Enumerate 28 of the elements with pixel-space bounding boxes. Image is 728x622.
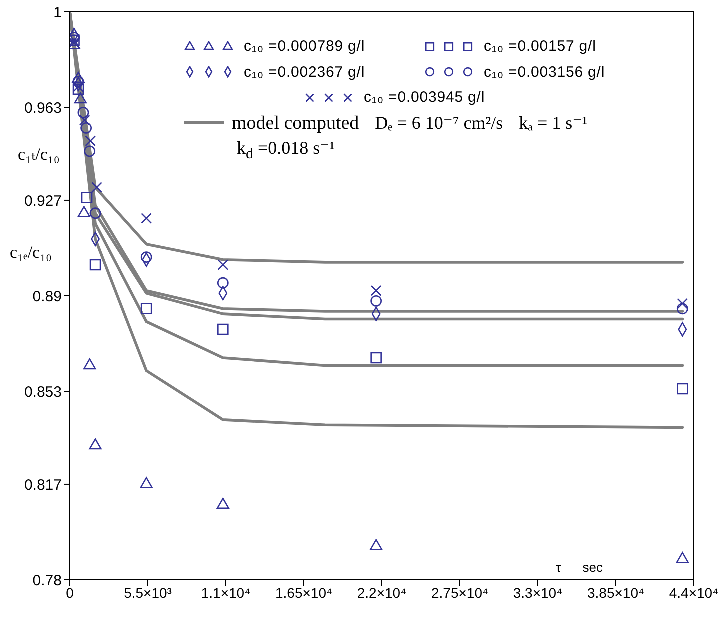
x-axis-title: τ sec: [556, 560, 604, 575]
y-tick-label: 0.853: [24, 384, 62, 401]
y-tick-label: 1: [54, 4, 62, 22]
legend-label: c₁₀ =0.002367 g/l: [244, 62, 366, 82]
annotation: k$_{d}$ =0.018 s⁻¹: [237, 138, 336, 163]
y-tick-label: 0.927: [24, 192, 62, 210]
x-tick-label: 4.4×10⁴: [669, 584, 719, 601]
y-tick-label: 0.963: [24, 100, 62, 117]
legend-label: c₁₀ =0.00157 g/l: [484, 37, 596, 57]
x-tick-label: 1.1×10⁴: [201, 584, 251, 601]
annotation: kₐ = 1 s⁻¹: [519, 112, 588, 134]
x-tick-label: 2.2×10⁴: [357, 584, 407, 601]
x-tick-label: 0: [66, 584, 74, 601]
legend-label: model computed: [232, 112, 360, 136]
y-tick-label: 0.78: [32, 572, 62, 590]
y-axis-title: c₁ₜ/c₁₀: [18, 144, 60, 166]
x-tick-label: 3.3×10⁴: [513, 584, 563, 601]
x-tick-label: 3.85×10⁴: [587, 584, 645, 601]
text: c₁ₑ/c₁₀: [10, 242, 52, 264]
y-tick-label: 0.89: [32, 288, 62, 306]
x-tick-label: 2.75×10⁴: [431, 584, 489, 601]
annotation: Dₑ = 6 10⁻⁷ cm²/s: [375, 112, 504, 134]
legend-label: c₁₀ =0.000789 g/l: [244, 37, 366, 57]
legend-label: c₁₀ =0.003156 g/l: [484, 62, 606, 82]
legend-label: c₁₀ =0.003945 g/l: [364, 88, 486, 108]
y-tick-label: 0.817: [24, 476, 62, 494]
x-tick-label: 5.5×10³: [124, 584, 172, 601]
x-tick-label: 1.65×10⁴: [275, 584, 333, 601]
